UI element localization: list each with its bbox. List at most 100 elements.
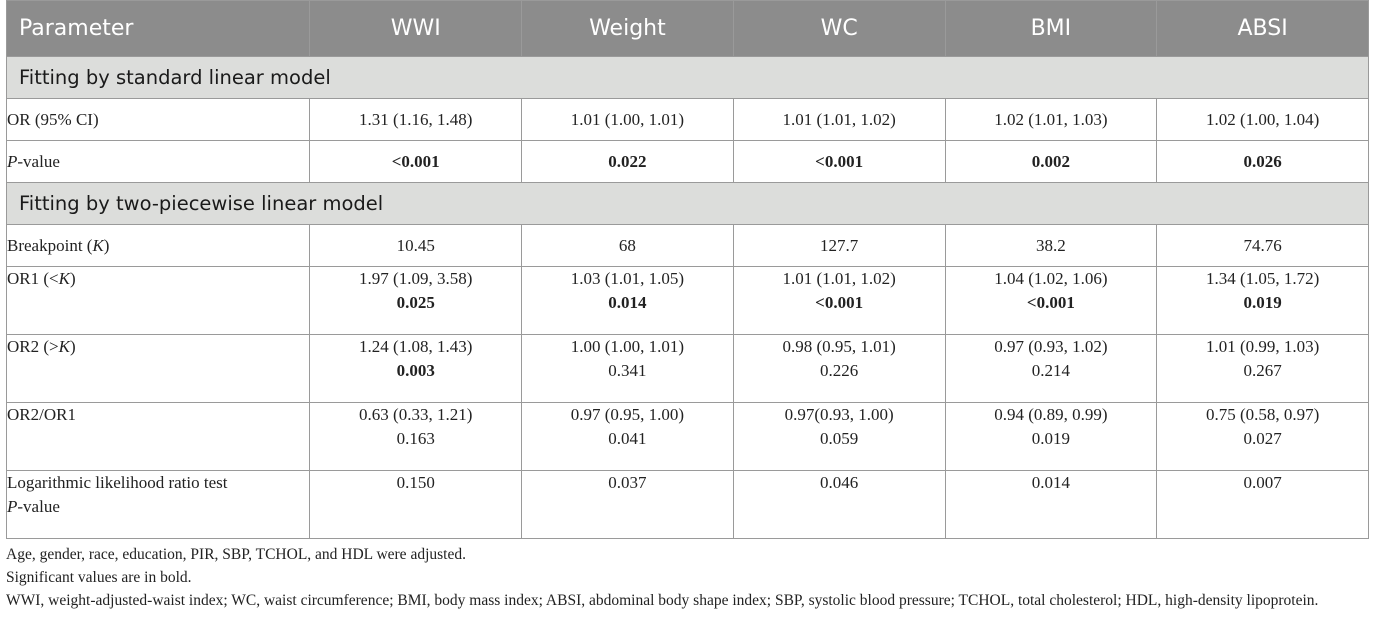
label-llr-line2: P-value bbox=[7, 495, 309, 519]
cell-or2-bmi: 0.97 (0.93, 1.02) 0.214 bbox=[944, 334, 1158, 403]
cell-ratio-wc: 0.97(0.93, 1.00) 0.059 bbox=[732, 402, 946, 471]
cell-llr-weight: 0.037 bbox=[521, 470, 734, 539]
cell-or-wwi: 1.31 (1.16, 1.48) bbox=[309, 98, 523, 141]
footnote-abbreviations: WWI, weight-adjusted-waist index; WC, wa… bbox=[6, 592, 1319, 609]
cell-pvalue: 0.019 bbox=[1031, 429, 1070, 448]
table-row-llr: Logarithmic likelihood ratio test P-value… bbox=[5, 470, 1369, 539]
cell-or2-wc: 0.98 (0.95, 1.01) 0.226 bbox=[732, 334, 946, 403]
cell-value: 0.97(0.93, 1.00) bbox=[784, 405, 894, 424]
section-row-piecewise: Fitting by two-piecewise linear model bbox=[6, 182, 1369, 225]
cell-breakpoint-wc: 127.7 bbox=[732, 224, 946, 267]
label-llr-p-italic: P bbox=[7, 497, 18, 516]
cell-pvalue: 0.041 bbox=[608, 429, 647, 448]
row-label-pvalue: P-value bbox=[5, 140, 311, 183]
section-title-piecewise: Fitting by two-piecewise linear model bbox=[6, 182, 1369, 225]
cell-breakpoint-wwi: 10.45 bbox=[309, 224, 523, 267]
cell-or-bmi: 1.02 (1.01, 1.03) bbox=[944, 98, 1158, 141]
label-or2-k: K bbox=[58, 337, 70, 356]
row-label-llr: Logarithmic likelihood ratio test P-value bbox=[5, 470, 311, 539]
label-p-italic: P bbox=[7, 151, 18, 171]
cell-pvalue-wc: <0.001 bbox=[732, 140, 946, 183]
row-label-or1: OR1 (<K) bbox=[5, 266, 311, 335]
cell-value: 1.01 (0.99, 1.03) bbox=[1205, 337, 1320, 356]
row-label-ratio: OR2/OR1 bbox=[5, 402, 311, 471]
footnote-bold: Significant values are in bold. bbox=[6, 569, 192, 586]
table-row-or1: OR1 (<K) 1.97 (1.09, 3.58) 0.025 1.03 (1.… bbox=[5, 266, 1369, 335]
cell-or-wc: 1.01 (1.01, 1.02) bbox=[732, 98, 946, 141]
cell-or2-absi: 1.01 (0.99, 1.03) 0.267 bbox=[1156, 334, 1369, 403]
cell-value: 0.98 (0.95, 1.01) bbox=[782, 337, 896, 356]
cell-breakpoint-weight: 68 bbox=[521, 224, 734, 267]
cell-pvalue: 0.163 bbox=[396, 429, 435, 448]
header-wc: WC bbox=[732, 0, 946, 57]
header-absi: ABSI bbox=[1156, 0, 1369, 57]
header-weight: Weight bbox=[521, 0, 734, 57]
cell-pvalue-absi: 0.026 bbox=[1156, 140, 1369, 183]
cell-value: 0.97 (0.93, 1.02) bbox=[994, 337, 1108, 356]
cell-value: 0.94 (0.89, 0.99) bbox=[994, 405, 1108, 424]
cell-value: 1.04 (1.02, 1.06) bbox=[994, 269, 1108, 288]
cell-llr-absi: 0.007 bbox=[1156, 470, 1369, 539]
cell-pvalue: 0.226 bbox=[820, 361, 859, 380]
cell-ratio-bmi: 0.94 (0.89, 0.99) 0.019 bbox=[944, 402, 1158, 471]
cell-value: 1.97 (1.09, 3.58) bbox=[359, 269, 473, 288]
label-breakpoint-prefix: Breakpoint ( bbox=[7, 235, 93, 255]
cell-or2-weight: 1.00 (1.00, 1.01) 0.341 bbox=[521, 334, 734, 403]
header-parameter: Parameter bbox=[5, 0, 311, 57]
cell-or1-wc: 1.01 (1.01, 1.02) <0.001 bbox=[732, 266, 946, 335]
header-wwi: WWI bbox=[309, 0, 523, 57]
cell-pvalue: 0.059 bbox=[820, 429, 859, 448]
cell-pvalue: 0.014 bbox=[608, 293, 647, 312]
cell-or1-wwi: 1.97 (1.09, 3.58) 0.025 bbox=[309, 266, 523, 335]
cell-pvalue: <0.001 bbox=[1026, 293, 1075, 312]
cell-value: 1.00 (1.00, 1.01) bbox=[570, 337, 685, 356]
cell-pvalue-weight: 0.022 bbox=[521, 140, 734, 183]
cell-pvalue: 0.003 bbox=[396, 361, 435, 380]
cell-llr-wwi: 0.150 bbox=[309, 470, 523, 539]
cell-or2-wwi: 1.24 (1.08, 1.43) 0.003 bbox=[309, 334, 523, 403]
cell-breakpoint-bmi: 38.2 bbox=[944, 224, 1158, 267]
cell-breakpoint-absi: 74.76 bbox=[1156, 224, 1369, 267]
label-or1-prefix: OR1 (< bbox=[7, 269, 59, 288]
cell-pvalue: <0.001 bbox=[815, 293, 864, 312]
section-title-standard: Fitting by standard linear model bbox=[6, 56, 1369, 99]
footnote-adjusted: Age, gender, race, education, PIR, SBP, … bbox=[6, 546, 466, 563]
label-breakpoint-suffix: ) bbox=[103, 235, 110, 255]
label-or2-prefix: OR2 (> bbox=[7, 337, 59, 356]
cell-or1-absi: 1.34 (1.05, 1.72) 0.019 bbox=[1156, 266, 1369, 335]
header-row: Parameter WWI Weight WC BMI ABSI bbox=[5, 0, 1369, 57]
row-label-or2: OR2 (>K) bbox=[5, 334, 311, 403]
row-label-breakpoint: Breakpoint (K) bbox=[5, 224, 311, 267]
label-or1-suffix: ) bbox=[69, 269, 76, 288]
cell-pvalue-wwi: <0.001 bbox=[309, 140, 523, 183]
cell-pvalue: 0.341 bbox=[608, 361, 647, 380]
cell-pvalue: 0.027 bbox=[1243, 429, 1282, 448]
cell-ratio-absi: 0.75 (0.58, 0.97) 0.027 bbox=[1156, 402, 1369, 471]
cell-pvalue: 0.267 bbox=[1243, 361, 1282, 380]
cell-ratio-wwi: 0.63 (0.33, 1.21) 0.163 bbox=[309, 402, 523, 471]
cell-ratio-weight: 0.97 (0.95, 1.00) 0.041 bbox=[521, 402, 734, 471]
label-breakpoint-k: K bbox=[92, 235, 104, 255]
cell-pvalue: 0.214 bbox=[1031, 361, 1070, 380]
cell-value: 1.24 (1.08, 1.43) bbox=[359, 337, 473, 356]
results-table: Parameter WWI Weight WC BMI ABSI Fitting… bbox=[5, 0, 1369, 539]
header-bmi: BMI bbox=[944, 0, 1158, 57]
cell-llr-bmi: 0.014 bbox=[944, 470, 1158, 539]
table-row-or2: OR2 (>K) 1.24 (1.08, 1.43) 0.003 1.00 (1.… bbox=[5, 334, 1369, 403]
cell-or1-bmi: 1.04 (1.02, 1.06) <0.001 bbox=[944, 266, 1158, 335]
table-row-pvalue: P-value <0.001 0.022 <0.001 0.002 0.026 bbox=[5, 140, 1369, 183]
cell-llr-wc: 0.046 bbox=[732, 470, 946, 539]
cell-pvalue: 0.019 bbox=[1243, 293, 1282, 312]
table-footnotes: Age, gender, race, education, PIR, SBP, … bbox=[6, 543, 1371, 612]
cell-value: 1.01 (1.01, 1.02) bbox=[782, 269, 896, 288]
cell-or1-weight: 1.03 (1.01, 1.05) 0.014 bbox=[521, 266, 734, 335]
label-or1-k: K bbox=[58, 269, 70, 288]
table-row-breakpoint: Breakpoint (K) 10.45 68 127.7 38.2 74.76 bbox=[5, 224, 1369, 267]
table-row-ratio: OR2/OR1 0.63 (0.33, 1.21) 0.163 0.97 (0.9… bbox=[5, 402, 1369, 471]
cell-or-absi: 1.02 (1.00, 1.04) bbox=[1156, 98, 1369, 141]
cell-value: 1.34 (1.05, 1.72) bbox=[1205, 269, 1320, 288]
cell-value: 0.63 (0.33, 1.21) bbox=[359, 405, 473, 424]
cell-value: 0.97 (0.95, 1.00) bbox=[570, 405, 685, 424]
label-llr-p-rest: -value bbox=[17, 497, 60, 516]
cell-value: 0.75 (0.58, 0.97) bbox=[1205, 405, 1320, 424]
